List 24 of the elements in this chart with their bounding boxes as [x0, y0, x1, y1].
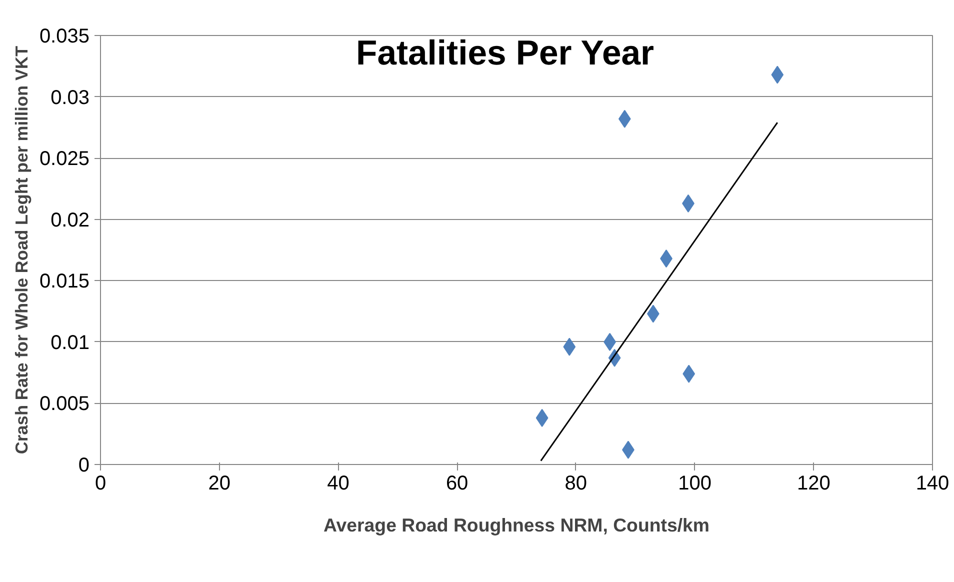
- x-axis-title: Average Road Roughness NRM, Counts/km: [324, 514, 710, 536]
- point: [536, 408, 548, 427]
- x-tick-label: 40: [327, 472, 350, 494]
- y-tick-label: 0.035: [39, 26, 90, 48]
- x-tick-label: 80: [564, 472, 588, 494]
- point: [618, 110, 631, 128]
- y-tick-label: 0.03: [50, 86, 90, 109]
- x-tick-label: 120: [796, 472, 830, 494]
- x-tick-label: 140: [916, 472, 950, 494]
- y-tick-label: 0.01: [50, 332, 90, 354]
- y-tick-label: 0: [78, 454, 90, 476]
- y-tick-label: 0.02: [50, 209, 90, 232]
- x-tick-label: 20: [208, 472, 230, 494]
- x-tick-label: 60: [446, 472, 468, 494]
- y-tick-label: 0.025: [39, 148, 90, 170]
- chart-title: Fatalities Per Year: [356, 34, 654, 72]
- y-tick-label: 0.015: [39, 270, 90, 293]
- point: [682, 364, 696, 383]
- y-axis-title: Crash Rate for Whole Road Leght per million VKT: [11, 45, 32, 454]
- x-tick-label: 0: [94, 472, 106, 494]
- point: [563, 338, 576, 356]
- y-tick-label: 0.005: [39, 393, 90, 416]
- x-tick-label: 100: [678, 472, 712, 494]
- point: [771, 66, 784, 84]
